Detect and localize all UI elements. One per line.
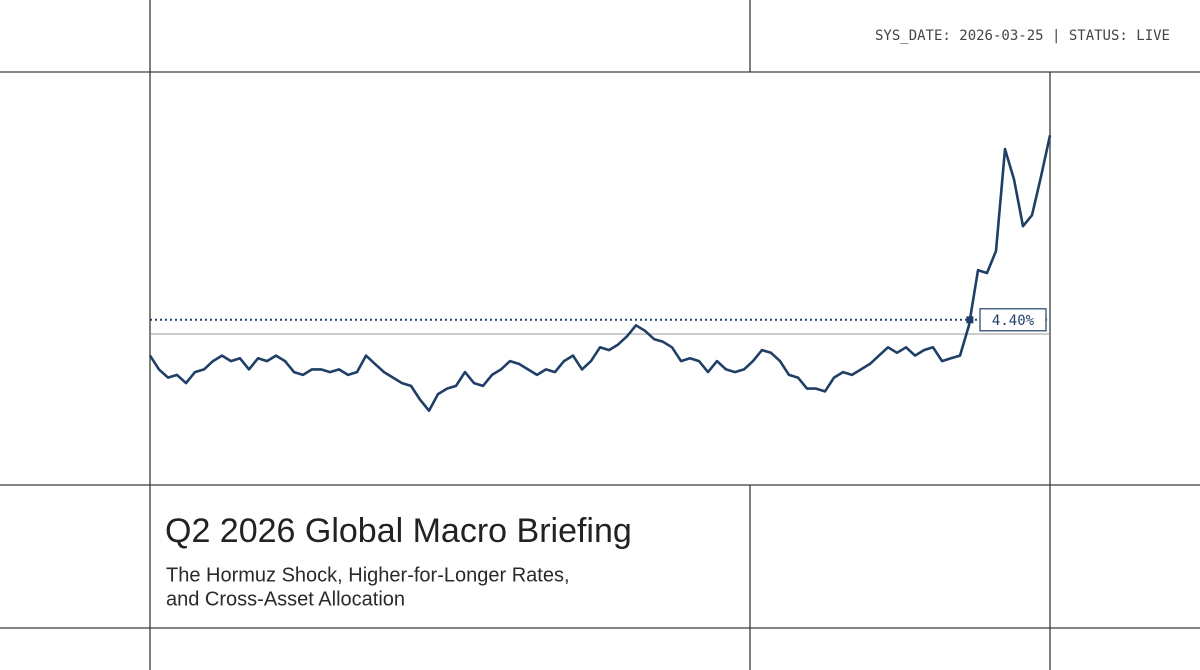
subtitle: and Cross-Asset Allocation — [166, 588, 405, 610]
reference-marker — [966, 316, 974, 324]
title: Q2 2026 Global Macro Briefing — [165, 512, 632, 550]
series-line — [148, 135, 1052, 412]
reference-label: 4.40% — [992, 313, 1035, 329]
reference-label-box — [979, 308, 1047, 332]
status-bar: SYS_DATE: 2026-03-25 | STATUS: LIVE — [875, 28, 1170, 44]
subtitle: The Hormuz Shock, Higher-for-Longer Rate… — [166, 564, 570, 586]
